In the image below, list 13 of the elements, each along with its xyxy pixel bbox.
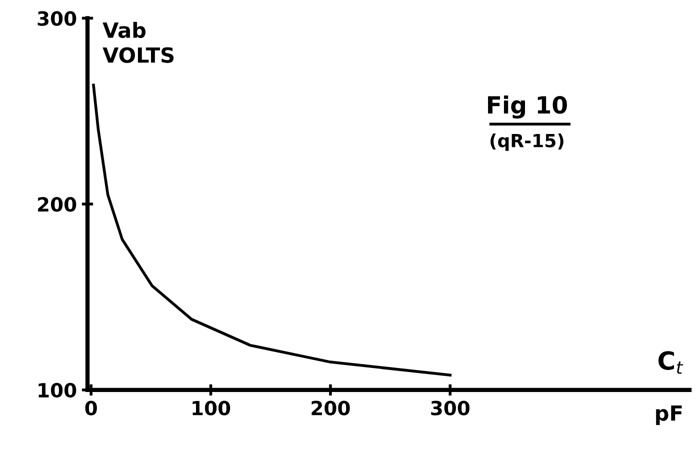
- x-tick-label: 200: [312, 400, 350, 416]
- x-tick-label: 100: [192, 400, 230, 416]
- text: pF: [656, 405, 682, 425]
- y-tick-label: 100: [38, 382, 76, 398]
- y-tick-label: 300: [38, 11, 76, 26]
- x-tick-label: 300: [431, 400, 470, 416]
- y-axis-title: Vab VOLTS: [102, 22, 174, 63]
- x-axis-title: C$_{t}$: [658, 351, 684, 374]
- x-tick-label: 0: [85, 400, 97, 416]
- text: Fig 10: [488, 96, 567, 119]
- line-series: [92, 84, 452, 376]
- text: (qR-15): [490, 133, 564, 151]
- y-tick-label: 200: [38, 197, 76, 212]
